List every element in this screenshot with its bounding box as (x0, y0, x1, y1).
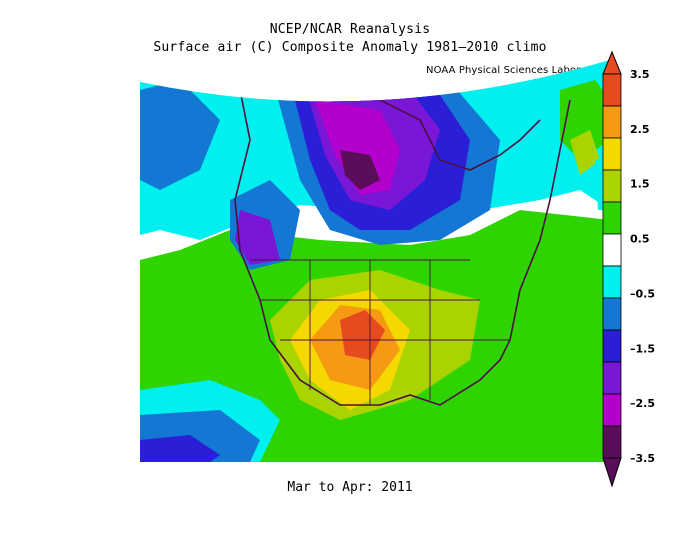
credit-label: NOAA Physical Sciences Laboratory (426, 65, 608, 76)
colorbar-segment (602, 169, 622, 203)
colorbar-label: 0.5 (630, 233, 650, 246)
colorbar-label: –0.5 (630, 287, 655, 300)
map-subtitle: Surface air (C) Composite Anomaly 1981–2… (153, 40, 547, 55)
colorbar-segment (602, 361, 622, 395)
color-bar: 3.5 2.5 1.5 0.5 –0.5 –1.5 –2.5 –3.5 (602, 50, 655, 488)
colorbar-segment (602, 73, 622, 107)
colorbar-segment (602, 233, 622, 267)
anomaly-map (140, 60, 610, 462)
cold-pacnw-core (235, 210, 280, 265)
coldest-core (340, 150, 380, 190)
state-borders (250, 259, 510, 405)
coastlines (234, 89, 571, 406)
colorbar-segments (602, 73, 622, 459)
cold-west (140, 80, 220, 190)
colorbar-segment (602, 201, 622, 235)
colorbar-label: 1.5 (630, 178, 650, 191)
colorbar-label: 2.5 (630, 123, 650, 136)
hottest-core (340, 310, 385, 360)
warm-ne (570, 130, 600, 175)
colorbar-label: 3.5 (630, 68, 650, 81)
colorbar-label: –2.5 (630, 397, 655, 410)
colorbar-segment (602, 137, 622, 171)
colorbar-label: –3.5 (630, 452, 655, 465)
colorbar-top-arrow (602, 50, 622, 75)
map-title: NCEP/NCAR Reanalysis (269, 22, 431, 37)
colorbar-segment (602, 393, 622, 427)
colorbar-segment (602, 297, 622, 331)
colorbar-segment (602, 329, 622, 363)
time-period: Mar to Apr: 2011 (287, 480, 413, 495)
colorbar-segment (602, 105, 622, 139)
colorbar-label: –1.5 (630, 342, 655, 355)
colorbar-bottom-arrow (602, 457, 622, 488)
colorbar-segment (602, 265, 622, 299)
extreme-cold-canada (315, 100, 400, 195)
colder-pacific (140, 435, 220, 462)
colorbar-segment (602, 425, 622, 459)
